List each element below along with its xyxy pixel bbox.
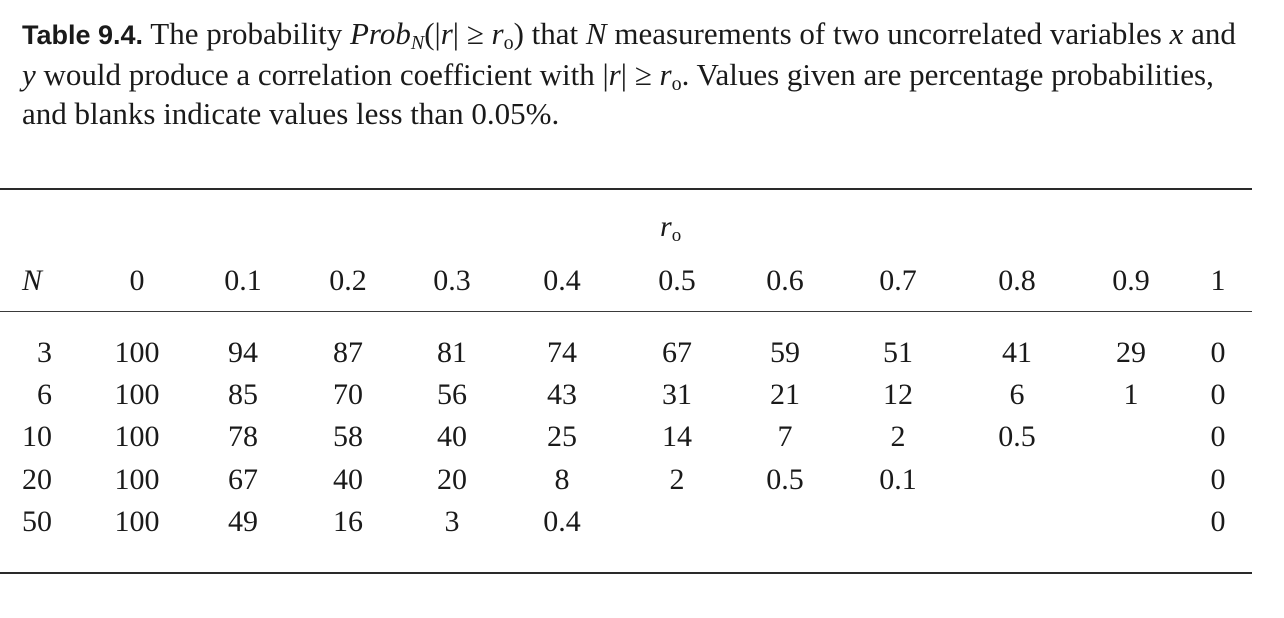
caption-prob-sub: N bbox=[410, 32, 425, 54]
column-header: 0 bbox=[129, 264, 145, 297]
table-cell: 0.5 bbox=[766, 463, 804, 496]
caption-r-2: r bbox=[491, 16, 504, 51]
column-header: 0.6 bbox=[766, 264, 804, 297]
caption-text-3: | ≥ bbox=[452, 16, 492, 51]
column-header: 0.9 bbox=[1112, 264, 1150, 297]
row-n-value: 10 bbox=[22, 420, 52, 453]
caption-r-1: r bbox=[440, 16, 453, 51]
table-row: 20 100 67 40 20 8 2 0.5 0.1 0 bbox=[0, 460, 1252, 500]
table-cell: 2 bbox=[890, 420, 906, 453]
column-header: 0.3 bbox=[433, 264, 471, 297]
column-group-header: ro bbox=[660, 210, 682, 246]
table-cell: 100 bbox=[114, 336, 160, 369]
table-cell: 0 bbox=[1210, 505, 1226, 538]
table-row: 10 100 78 58 40 25 14 7 2 0.5 0 bbox=[0, 417, 1252, 457]
table-cell: 14 bbox=[662, 420, 692, 453]
table-cell: 74 bbox=[547, 336, 577, 369]
table-caption: Table 9.4. The probability ProbN(|r| ≥ r… bbox=[22, 14, 1252, 133]
caption-y: y bbox=[22, 57, 36, 92]
row-n-value: 50 bbox=[22, 505, 52, 538]
caption-r-4-sub: o bbox=[671, 73, 682, 95]
table-cell: 40 bbox=[333, 463, 363, 496]
caption-r-2-sub: o bbox=[503, 32, 514, 54]
table-cell: 94 bbox=[228, 336, 258, 369]
table-cell: 7 bbox=[777, 420, 793, 453]
caption-text-8: | ≥ bbox=[620, 57, 660, 92]
n-column-header: N bbox=[22, 264, 43, 297]
caption-n: N bbox=[585, 16, 607, 51]
table-row: 3 100 94 87 81 74 67 59 51 41 29 0 bbox=[0, 333, 1252, 373]
table-cell: 12 bbox=[883, 378, 913, 411]
table-cell: 21 bbox=[770, 378, 800, 411]
caption-prob: Prob bbox=[349, 16, 411, 51]
table-cell: 0 bbox=[1210, 336, 1226, 369]
top-rule bbox=[0, 188, 1252, 190]
column-header: 0.7 bbox=[879, 264, 917, 297]
table-cell: 51 bbox=[883, 336, 913, 369]
caption-text-7: would produce a correlation coefficient … bbox=[35, 57, 609, 92]
table-cell: 25 bbox=[547, 420, 577, 453]
table-cell: 0.4 bbox=[543, 505, 581, 538]
table-cell: 70 bbox=[333, 378, 363, 411]
row-n-value: 3 bbox=[37, 336, 52, 369]
column-header: 0.2 bbox=[329, 264, 367, 297]
table-cell: 59 bbox=[770, 336, 800, 369]
column-header: 0.8 bbox=[998, 264, 1036, 297]
table-cell: 0 bbox=[1210, 463, 1226, 496]
table-cell: 67 bbox=[662, 336, 692, 369]
column-header: 0.1 bbox=[224, 264, 262, 297]
table-row: 50 100 49 16 3 0.4 0 bbox=[0, 502, 1252, 542]
table-cell: 100 bbox=[114, 505, 160, 538]
table-cell: 81 bbox=[437, 336, 467, 369]
caption-text-5: measurements of two uncorrelated variabl… bbox=[606, 16, 1170, 51]
group-header-r: r bbox=[660, 210, 672, 243]
table-cell: 16 bbox=[333, 505, 363, 538]
caption-text-9: . Values given are percentage probabilit… bbox=[22, 57, 1214, 131]
table-cell: 40 bbox=[437, 420, 467, 453]
table-cell: 100 bbox=[114, 420, 160, 453]
caption-text-2: (| bbox=[424, 16, 441, 51]
table-cell: 29 bbox=[1116, 336, 1146, 369]
row-n-value: 20 bbox=[22, 463, 52, 496]
table-cell: 85 bbox=[228, 378, 258, 411]
header-row: N 0 0.1 0.2 0.3 0.4 0.5 0.6 0.7 0.8 0.9 1 bbox=[0, 261, 1252, 301]
column-header: 1 bbox=[1210, 264, 1226, 297]
table-cell: 100 bbox=[114, 463, 160, 496]
table-cell: 43 bbox=[547, 378, 577, 411]
table-cell: 0.5 bbox=[998, 420, 1036, 453]
bottom-rule bbox=[0, 572, 1252, 574]
row-n-value: 6 bbox=[37, 378, 52, 411]
table-cell: 2 bbox=[669, 463, 685, 496]
table-cell: 56 bbox=[437, 378, 467, 411]
table-cell: 8 bbox=[554, 463, 570, 496]
table-row: 6 100 85 70 56 43 31 21 12 6 1 0 bbox=[0, 375, 1252, 415]
table-cell: 31 bbox=[662, 378, 692, 411]
group-header-sub: o bbox=[671, 225, 682, 246]
table-cell: 3 bbox=[444, 505, 460, 538]
table-cell: 20 bbox=[437, 463, 467, 496]
column-header: 0.4 bbox=[543, 264, 581, 297]
column-header: 0.5 bbox=[658, 264, 696, 297]
caption-text-6: and bbox=[1183, 16, 1236, 51]
table-cell: 78 bbox=[228, 420, 258, 453]
table-cell: 100 bbox=[114, 378, 160, 411]
table-cell: 49 bbox=[228, 505, 258, 538]
table-cell: 41 bbox=[1002, 336, 1032, 369]
table-cell: 87 bbox=[333, 336, 363, 369]
table-cell: 0.1 bbox=[879, 463, 917, 496]
header-rule bbox=[0, 311, 1252, 312]
table-cell: 58 bbox=[333, 420, 363, 453]
table-cell: 0 bbox=[1210, 420, 1226, 453]
caption-r-3: r bbox=[608, 57, 621, 92]
caption-x: x bbox=[1169, 16, 1184, 51]
caption-r-4: r bbox=[659, 57, 672, 92]
table-cell: 1 bbox=[1123, 378, 1139, 411]
table-cell: 67 bbox=[228, 463, 258, 496]
caption-text-4: ) that bbox=[513, 16, 586, 51]
table-cell: 6 bbox=[1009, 378, 1025, 411]
caption-text-1: The probability bbox=[143, 16, 350, 51]
caption-label: Table 9.4. bbox=[22, 20, 144, 50]
table-cell: 0 bbox=[1210, 378, 1226, 411]
